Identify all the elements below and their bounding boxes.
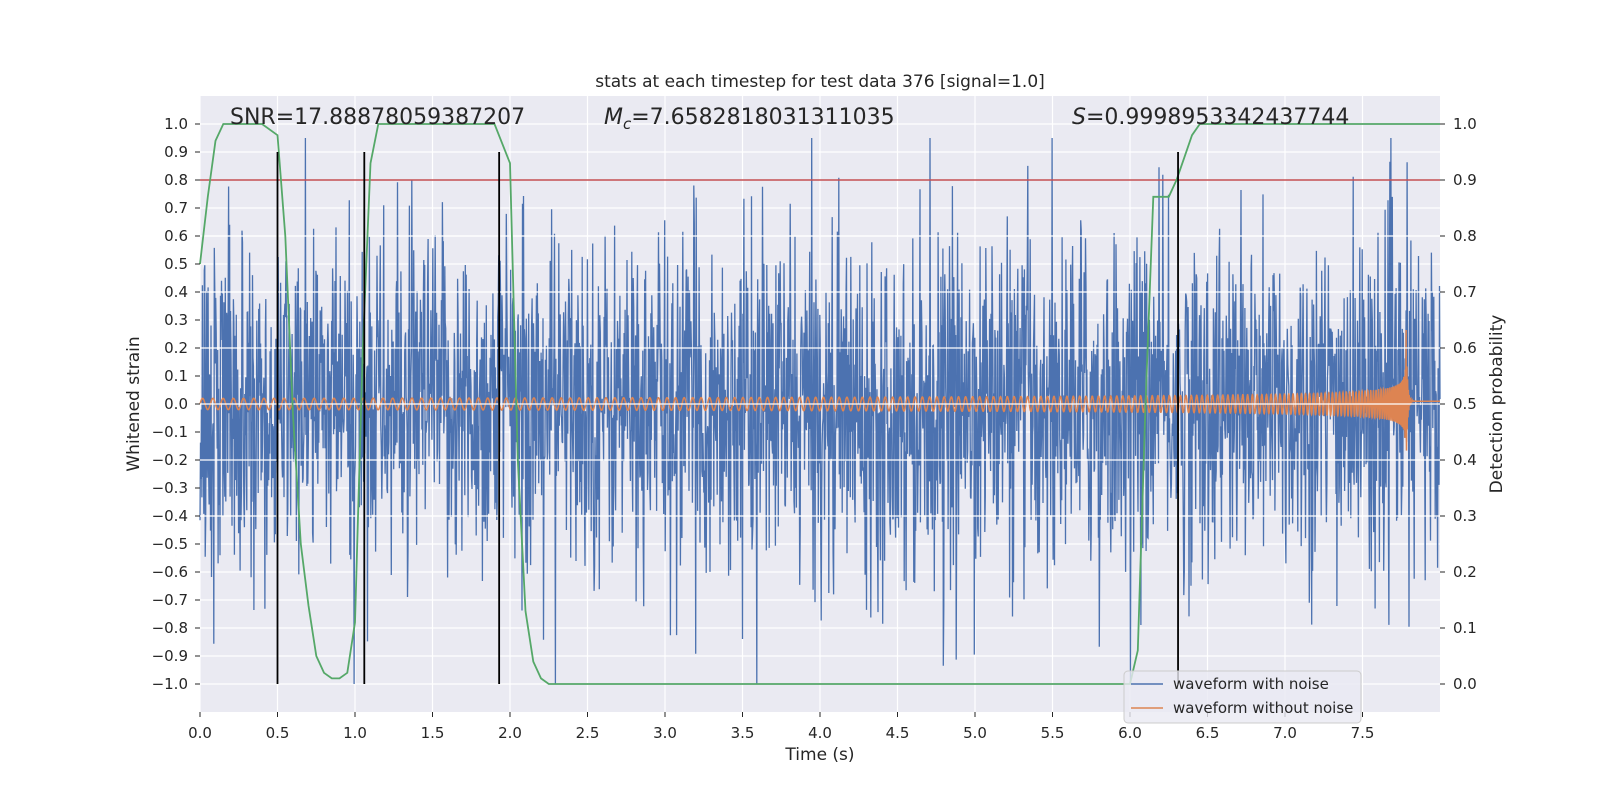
x-tick-label: 5.0 [963, 724, 987, 742]
series-detection-probability [199, 123, 1440, 685]
y-tick-label: 1.0 [164, 115, 188, 133]
x-tick-label: 4.0 [808, 724, 832, 742]
x-tick-label: 1.5 [421, 724, 445, 742]
data-layer [199, 123, 1441, 685]
y2-tick-label: 0.5 [1453, 395, 1477, 413]
y2-tick-label: 0.3 [1453, 507, 1477, 525]
y2-tick-label: 0.7 [1453, 283, 1477, 301]
y2-tick-label: 0.8 [1453, 227, 1477, 245]
y-tick-label: −0.6 [152, 563, 188, 581]
mc-value: =7.6582818031311035 [631, 105, 894, 130]
y-tick-label: 0.8 [164, 171, 188, 189]
y-tick-label: −0.5 [152, 535, 188, 553]
y2-axis-label: Detection probability [1487, 315, 1507, 494]
x-tick-label: 2.0 [498, 724, 522, 742]
y2-tick-label: 0.6 [1453, 339, 1477, 357]
y-tick-label: 0.1 [164, 367, 188, 385]
s-value: =0.9998953342437744 [1086, 105, 1349, 130]
x-tick-label: 2.5 [576, 724, 600, 742]
x-tick-label: 6.5 [1196, 724, 1220, 742]
y-tick-label: −0.3 [152, 479, 188, 497]
y-tick-label: −0.1 [152, 423, 188, 441]
y-tick-label: 0.9 [164, 143, 188, 161]
y2-tick-label: 1.0 [1453, 115, 1477, 133]
legend-label-clean: waveform without noise [1173, 699, 1353, 717]
y-tick-label: 0.3 [164, 311, 188, 329]
s-symbol: S [1072, 105, 1086, 130]
y-tick-label: −0.4 [152, 507, 188, 525]
s-annotation: S=0.9998953342437744 [1072, 105, 1349, 130]
x-tick-label: 7.0 [1273, 724, 1297, 742]
legend: waveform with noise waveform without noi… [1123, 670, 1362, 724]
y-axis-label: Whitened strain [124, 336, 144, 471]
x-tick-label: 6.0 [1118, 724, 1142, 742]
legend-box [1123, 670, 1362, 724]
x-tick-label: 4.5 [886, 724, 910, 742]
x-tick-label: 5.5 [1041, 724, 1065, 742]
y-tick-label: 0.2 [164, 339, 188, 357]
mc-annotation: Mc=7.6582818031311035 [604, 105, 895, 133]
y-tick-label: −0.9 [152, 647, 188, 665]
y-tick-label: −0.2 [152, 451, 188, 469]
axis-layer: 0.0 0.5 1.0 1.5 2.0 2.5 3.0 3.5 4.0 4.5 5.0 5.5 6.0 6… [152, 115, 1477, 742]
y2-tick-label: 0.1 [1453, 619, 1477, 637]
x-tick-label: 1.0 [343, 724, 367, 742]
x-tick-label: 3.5 [731, 724, 755, 742]
y-tick-label: 0.5 [164, 255, 188, 273]
y2-tick-label: 0.4 [1453, 451, 1477, 469]
x-axis-label: Time (s) [784, 745, 854, 765]
y-tick-label: 0.7 [164, 199, 188, 217]
y-tick-label: 0.4 [164, 283, 188, 301]
snr-annotation: SNR=17.88878059387207 [230, 105, 525, 130]
y-tick-label: −0.7 [152, 591, 188, 609]
y2-tick-label: 0.2 [1453, 563, 1477, 581]
mc-subscript: c [623, 115, 632, 133]
series-waveform-without-noise [199, 329, 1440, 451]
y2-tick-label: 0.9 [1453, 171, 1477, 189]
y-tick-label: −0.8 [152, 619, 188, 637]
x-tick-label: 3.0 [653, 724, 677, 742]
mc-symbol: M [604, 105, 623, 130]
y-tick-label: −1.0 [152, 675, 188, 693]
legend-label-noise: waveform with noise [1173, 675, 1329, 693]
y-tick-label: 0.6 [164, 227, 188, 245]
x-tick-label: 7.5 [1351, 724, 1375, 742]
y2-tick-label: 0.0 [1453, 675, 1477, 693]
y-tick-label: 0.0 [164, 395, 188, 413]
chart-title: stats at each timestep for test data 376… [595, 72, 1045, 92]
x-tick-label: 0.5 [266, 724, 290, 742]
x-tick-label: 0.0 [188, 724, 212, 742]
series-waveform-with-noise [199, 137, 1441, 685]
